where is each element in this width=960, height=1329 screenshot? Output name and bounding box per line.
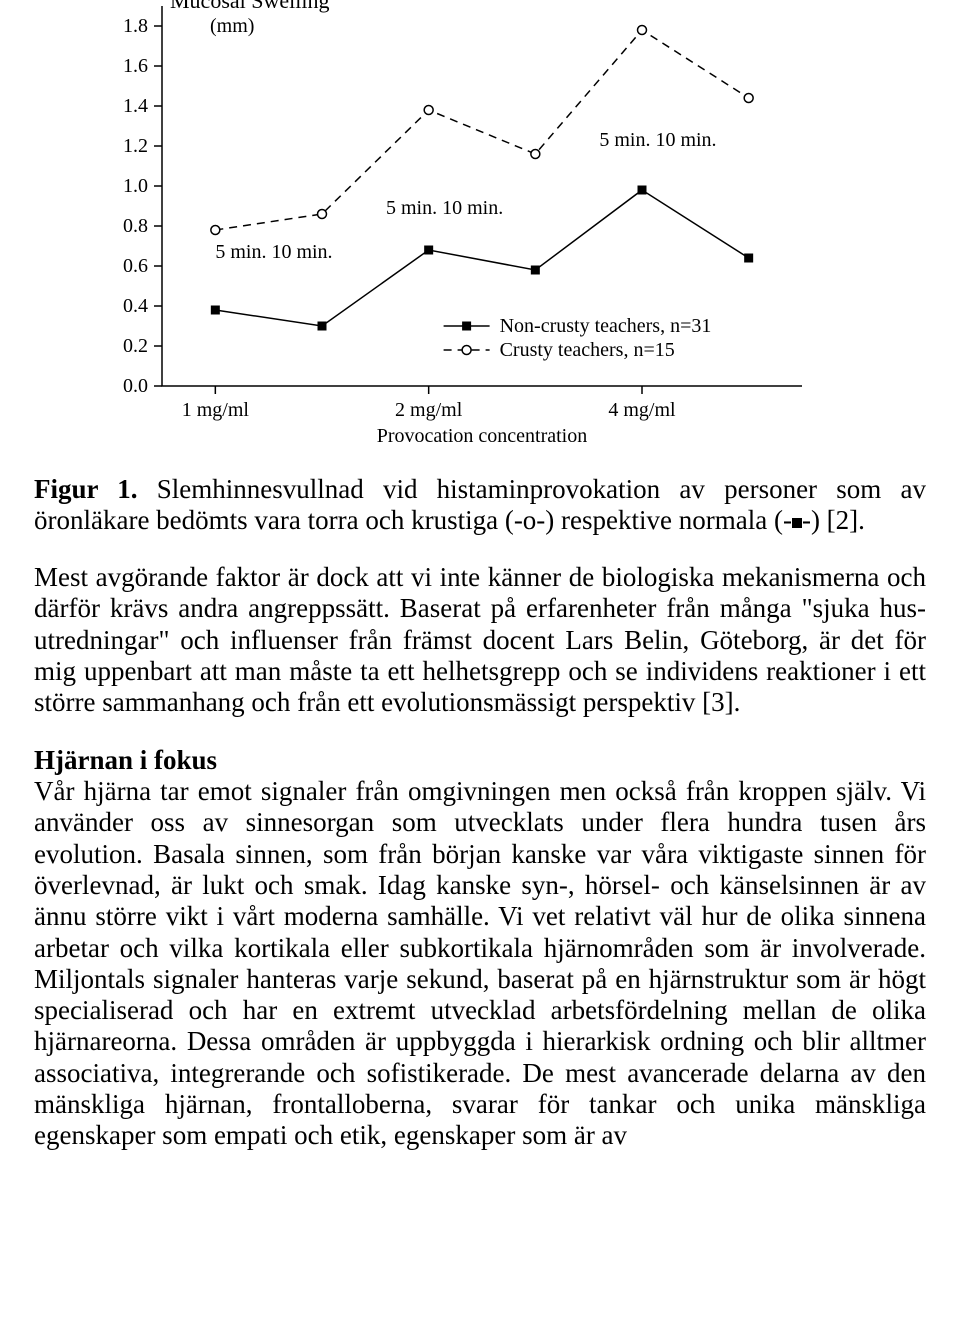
figure-label: Figur 1. <box>34 474 138 504</box>
chart-annotation: 5 min. 10 min. <box>599 129 716 151</box>
circle-marker-icon <box>211 226 220 235</box>
section: Hjärnan i fokus Vår hjärna tar emot sign… <box>34 745 926 1152</box>
legend-label: Crusty teachers, n=15 <box>500 339 675 361</box>
chart-title-unit: (mm) <box>210 15 254 37</box>
x-tick-label: 1 mg/ml <box>182 399 250 421</box>
circle-marker-icon <box>638 26 647 35</box>
caption-text-b: -) [2]. <box>802 505 865 535</box>
y-tick-label: 0.4 <box>123 295 148 317</box>
x-tick-label: 4 mg/ml <box>608 399 676 421</box>
y-tick-label: 1.0 <box>123 175 148 197</box>
y-tick-label: 1.4 <box>123 95 148 117</box>
chart-container: 0.0 0.2 0.4 0.6 0.8 1.0 1.2 1.4 1.6 1.8 1 mg/ml 2 m… <box>92 0 926 456</box>
filled-square-icon <box>792 518 802 528</box>
y-tick-label: 0.0 <box>123 375 148 397</box>
paragraph-1: Mest avgörande faktor är dock att vi int… <box>34 562 926 719</box>
square-marker-icon <box>425 246 433 254</box>
circle-marker-icon <box>462 346 471 355</box>
y-tick-label: 0.8 <box>123 215 148 237</box>
y-tick-label: 1.6 <box>123 55 148 77</box>
paragraph-2: Vår hjärna tar emot signaler från omgivn… <box>34 776 926 1152</box>
legend-label: Non-crusty teachers, n=31 <box>500 315 712 337</box>
y-tick-label: 0.6 <box>123 255 148 277</box>
square-marker-icon <box>638 186 646 194</box>
chart-annotation: 5 min. 10 min. <box>386 197 503 219</box>
circle-marker-icon <box>531 150 540 159</box>
chart-annotation: 5 min. 10 min. <box>215 241 332 263</box>
x-axis-title: Provocation concentration <box>377 425 588 447</box>
square-marker-icon <box>211 306 219 314</box>
square-marker-icon <box>745 254 753 262</box>
x-tick-label: 2 mg/ml <box>395 399 463 421</box>
figure-caption: Figur 1. Slemhinnesvullnad vid histaminp… <box>34 474 926 536</box>
circle-marker-icon <box>318 210 327 219</box>
y-tick-label: 1.8 <box>123 15 148 37</box>
circle-marker-icon <box>744 94 753 103</box>
square-marker-icon <box>463 322 471 330</box>
square-marker-icon <box>318 322 326 330</box>
chart-title: Mucosal Swelling <box>170 0 330 13</box>
square-marker-icon <box>531 266 539 274</box>
circle-marker-icon <box>424 106 433 115</box>
y-tick-label: 0.2 <box>123 335 148 357</box>
section-heading: Hjärnan i fokus <box>34 745 926 776</box>
y-tick-label: 1.2 <box>123 135 148 157</box>
mucosal-swelling-chart: 0.0 0.2 0.4 0.6 0.8 1.0 1.2 1.4 1.6 1.8 1 mg/ml 2 m… <box>92 0 822 456</box>
